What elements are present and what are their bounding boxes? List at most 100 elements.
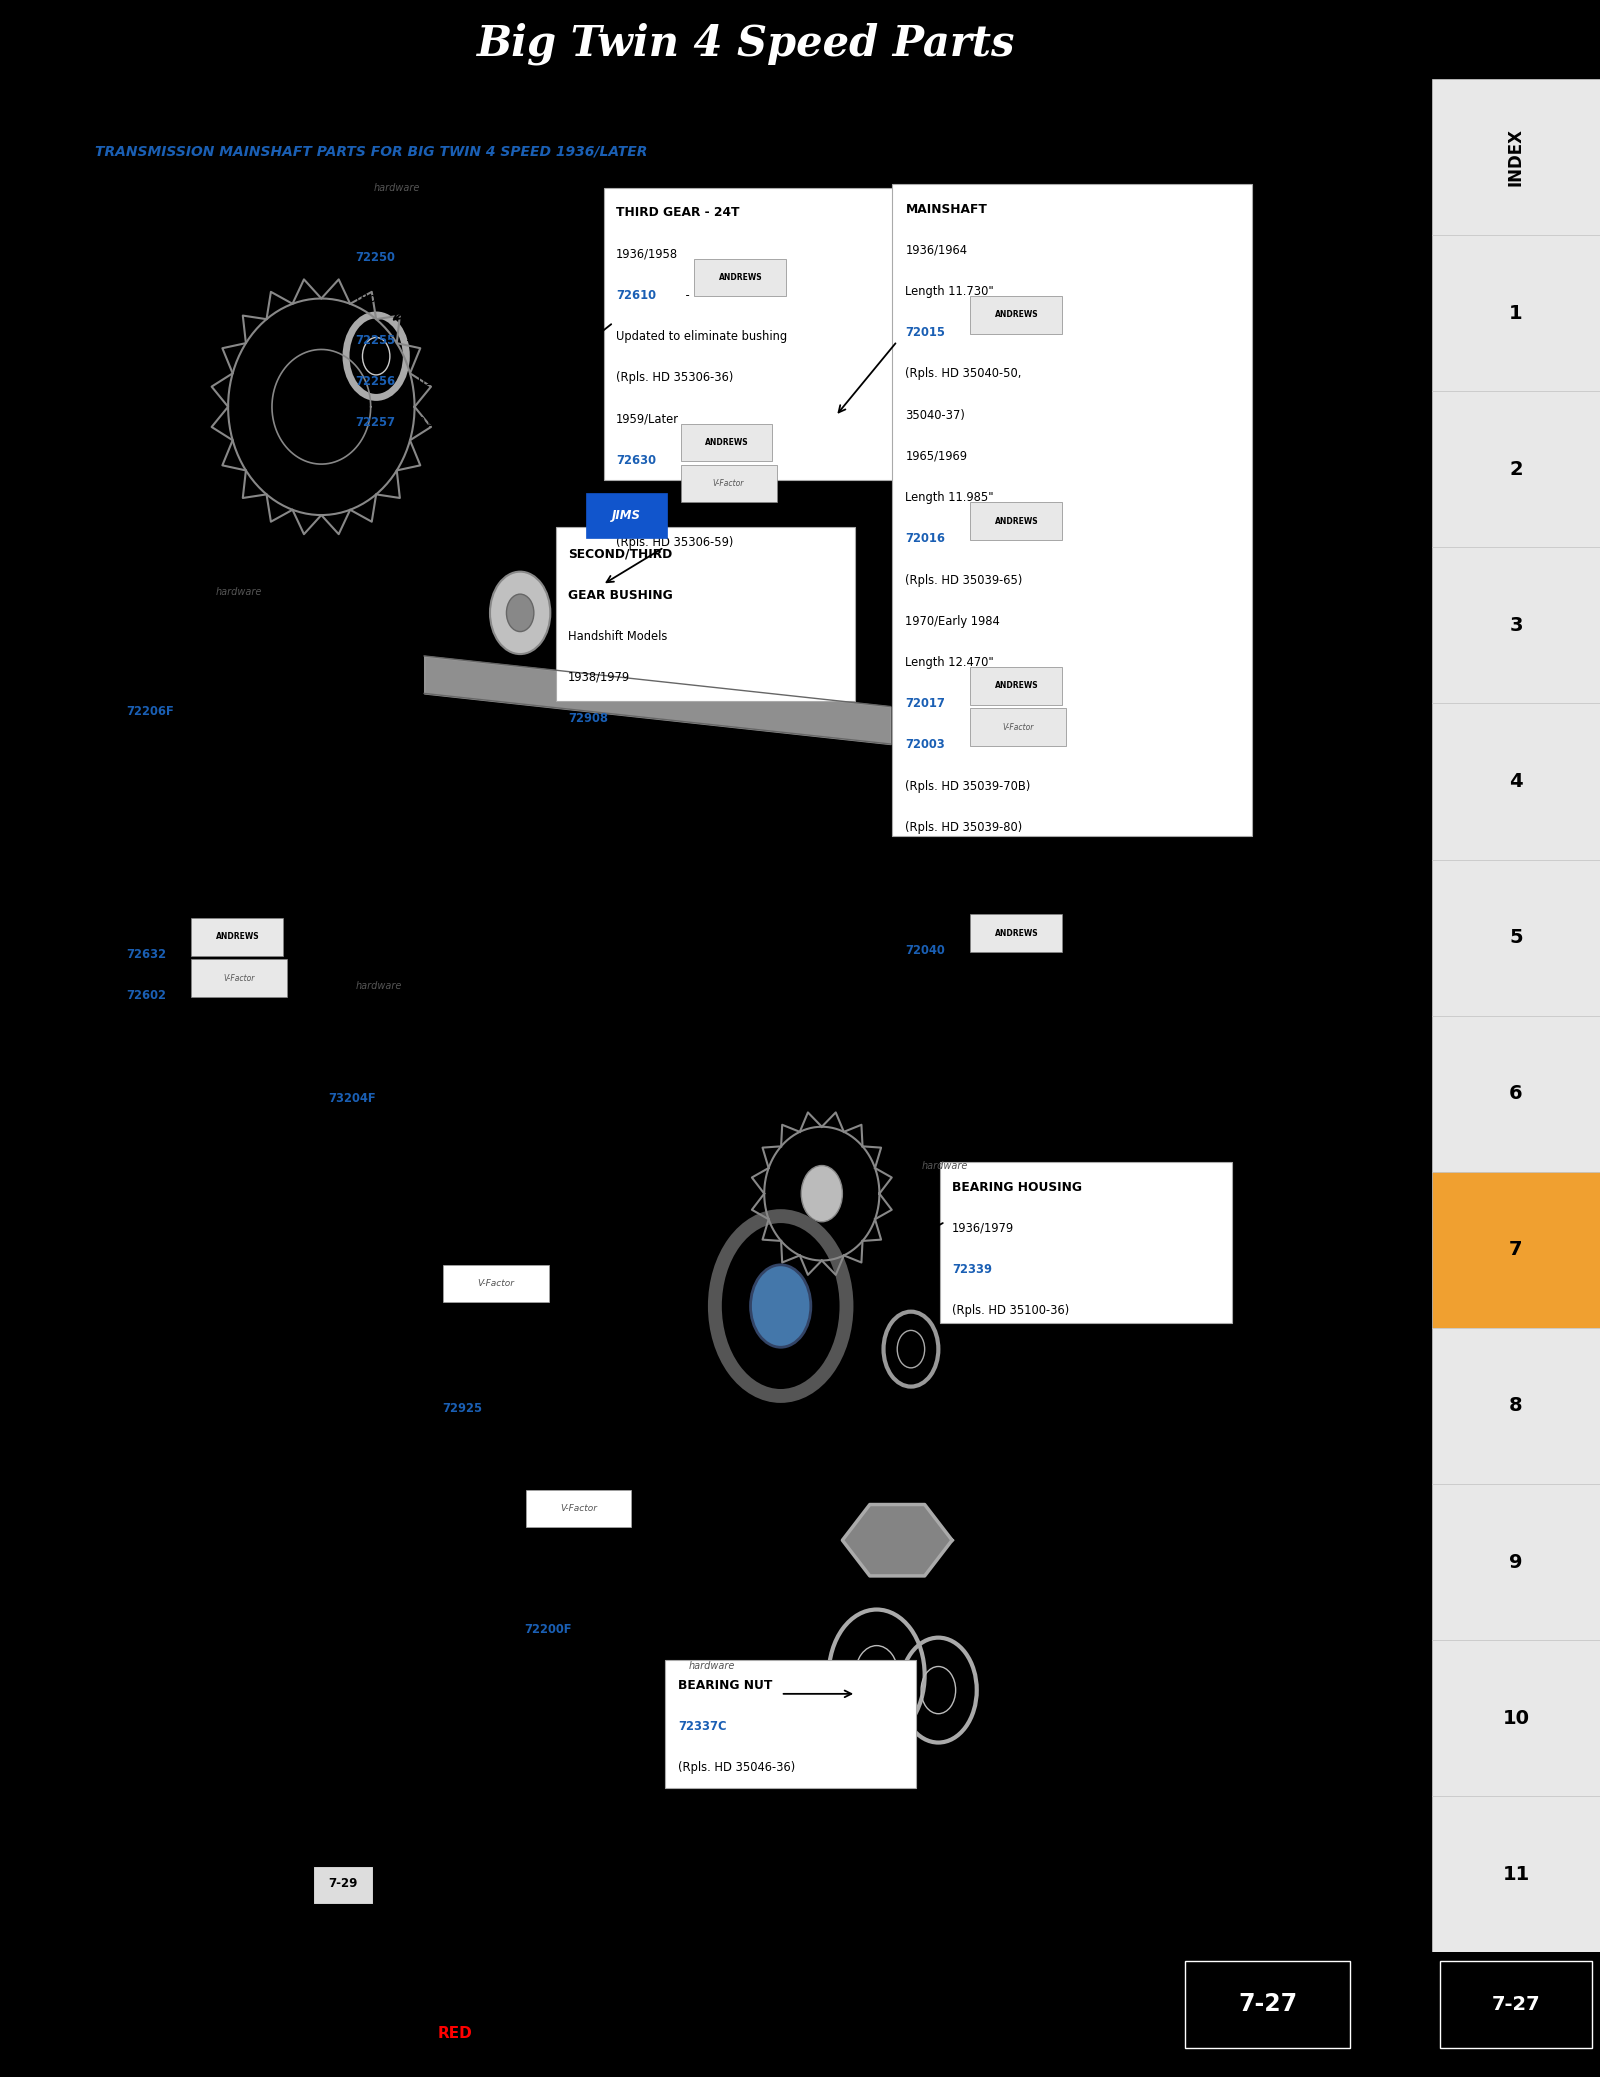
Text: ANDREWS: ANDREWS	[995, 928, 1038, 937]
Bar	[1186, 1961, 1350, 2048]
Text: 72339: 72339	[952, 1263, 992, 1275]
Text: 72250: 72250	[355, 251, 395, 264]
Text: hardware: hardware	[922, 1161, 968, 1171]
Text: (Rpls. HD 35039-70B): (Rpls. HD 35039-70B)	[906, 779, 1030, 793]
Text: 10: 10	[1502, 1709, 1530, 1728]
Text: ANDREWS: ANDREWS	[995, 517, 1038, 525]
Text: (Rpls. HD 35365-36): (Rpls. HD 35365-36)	[355, 293, 474, 305]
Text: V-Factor: V-Factor	[714, 480, 744, 488]
FancyBboxPatch shape	[970, 708, 1066, 746]
Bar	[1432, 1483, 1600, 1641]
FancyBboxPatch shape	[526, 1489, 632, 1527]
Text: 72017: 72017	[906, 698, 946, 710]
Text: NUT LOCK: NUT LOCK	[525, 1581, 594, 1595]
Text: (Rpls. HD 35322-38): (Rpls. HD 35322-38)	[568, 754, 686, 766]
Text: hardware: hardware	[690, 1662, 736, 1670]
Text: 8: 8	[1509, 1396, 1523, 1414]
Text: BEARING HOUSING: BEARING HOUSING	[952, 1180, 1082, 1194]
Text: ANDREWS: ANDREWS	[995, 309, 1038, 320]
FancyBboxPatch shape	[970, 297, 1062, 334]
Text: PART NUMBERS INDICATE NEW PARTS: PART NUMBERS INDICATE NEW PARTS	[507, 2025, 834, 2042]
Text: - .015" Over: - .015" Over	[403, 415, 477, 430]
Text: ANDREWS: ANDREWS	[216, 933, 259, 941]
Bar	[1432, 546, 1600, 704]
Text: GEAR BUSHING: GEAR BUSHING	[568, 588, 674, 602]
Circle shape	[490, 571, 550, 654]
Text: 5: 5	[1509, 928, 1523, 947]
Text: 72255: 72255	[355, 334, 395, 347]
Text: ANDREWS: ANDREWS	[718, 272, 763, 282]
FancyBboxPatch shape	[666, 1660, 917, 1788]
FancyBboxPatch shape	[555, 528, 854, 700]
Text: 72015: 72015	[906, 326, 946, 339]
Text: (Rpls. HD 35046-36): (Rpls. HD 35046-36)	[678, 1761, 795, 1774]
Text: BEARING: BEARING	[525, 1541, 586, 1554]
Text: - .010" Over: - .010" Over	[403, 376, 477, 388]
Bar	[1440, 1961, 1592, 2048]
Text: 3: 3	[1509, 617, 1523, 636]
Text: INDEX: INDEX	[1507, 129, 1525, 187]
Text: (Rpls. HD 35306-36): (Rpls. HD 35306-36)	[616, 372, 733, 384]
Text: 7-27: 7-27	[1491, 1994, 1541, 2015]
FancyBboxPatch shape	[190, 918, 283, 955]
Bar	[1432, 390, 1600, 548]
Bar	[1432, 1327, 1600, 1483]
Text: BEARING: BEARING	[442, 1360, 504, 1373]
Text: 1936/1964: 1936/1964	[906, 243, 968, 258]
Text: Length 13.725": Length 13.725"	[906, 903, 995, 916]
Text: RED: RED	[438, 2025, 472, 2042]
Text: WOODRUFF KEY: WOODRUFF KEY	[328, 1051, 440, 1063]
Text: 1938/Later: 1938/Later	[126, 908, 190, 920]
Text: 2: 2	[1509, 459, 1523, 478]
Text: Close Ratio: Close Ratio	[126, 1855, 205, 1867]
Bar	[1432, 1016, 1600, 1171]
Text: RETAINING RING: RETAINING RING	[126, 663, 235, 677]
Text: V-Factor: V-Factor	[478, 1279, 515, 1288]
FancyBboxPatch shape	[443, 1265, 549, 1302]
Text: THIRD GEAR - 24T: THIRD GEAR - 24T	[616, 206, 739, 220]
Text: (Rpls. HD 35100-36): (Rpls. HD 35100-36)	[952, 1304, 1069, 1317]
Text: SHIFTER CLUTCH: SHIFTER CLUTCH	[126, 866, 243, 879]
Text: (Rpls. HD 35440-38): (Rpls. HD 35440-38)	[126, 1030, 243, 1043]
Text: hardware: hardware	[373, 183, 419, 193]
Text: 72016: 72016	[906, 532, 946, 546]
Text: (Rpls. HD 35040-50,: (Rpls. HD 35040-50,	[906, 368, 1022, 380]
Text: TRANSMISSION MAINSHAFT PARTS FOR BIG TWIN 4 SPEED 1936/LATER: TRANSMISSION MAINSHAFT PARTS FOR BIG TWI…	[94, 145, 648, 158]
Text: 72601: 72601	[616, 494, 656, 509]
Text: 1959/Later: 1959/Later	[616, 413, 678, 426]
FancyBboxPatch shape	[694, 260, 786, 297]
Bar	[1432, 1641, 1600, 1797]
Text: (Rpls. HD 35039-65): (Rpls. HD 35039-65)	[906, 573, 1022, 586]
Bar	[1432, 235, 1600, 390]
Bar	[1432, 79, 1600, 235]
Text: 7-27: 7-27	[1238, 1992, 1298, 2017]
Circle shape	[802, 1165, 842, 1221]
Circle shape	[507, 594, 534, 631]
Text: hardware: hardware	[216, 588, 262, 598]
FancyBboxPatch shape	[586, 492, 667, 538]
Text: JIMS: JIMS	[611, 509, 642, 521]
FancyBboxPatch shape	[680, 465, 776, 503]
Text: DRIVE TRAIN SECTION: DRIVE TRAIN SECTION	[437, 1967, 781, 1996]
Text: BALL: BALL	[442, 1319, 477, 1331]
Text: (Rpls. HD 35306-59): (Rpls. HD 35306-59)	[616, 536, 733, 548]
Bar	[1432, 1171, 1600, 1327]
Text: .: .	[376, 1886, 381, 1900]
Text: 72256: 72256	[355, 376, 395, 388]
Text: 1936/1958: 1936/1958	[616, 247, 678, 260]
Text: 72003: 72003	[906, 739, 946, 752]
Text: THIRD GEAR WASHER: THIRD GEAR WASHER	[355, 210, 504, 222]
Text: (Rpls. HD 37523-15A): (Rpls. HD 37523-15A)	[328, 1134, 454, 1147]
FancyBboxPatch shape	[970, 914, 1062, 951]
FancyBboxPatch shape	[190, 960, 286, 997]
FancyBboxPatch shape	[603, 187, 896, 480]
Text: 1965/1969: 1965/1969	[906, 451, 968, 463]
Text: (Rpls. HD 35337-36): (Rpls. HD 35337-36)	[126, 746, 245, 758]
Text: Length 11.730": Length 11.730"	[906, 285, 994, 297]
FancyBboxPatch shape	[891, 185, 1253, 835]
Text: 72632: 72632	[126, 949, 166, 962]
Text: 72040: 72040	[906, 945, 946, 957]
Text: Length 12.470": Length 12.470"	[906, 656, 994, 669]
Text: (Rpls. HD 35050-40): (Rpls. HD 35050-40)	[525, 1664, 642, 1676]
Text: - .005" Over: - .005" Over	[403, 334, 477, 347]
